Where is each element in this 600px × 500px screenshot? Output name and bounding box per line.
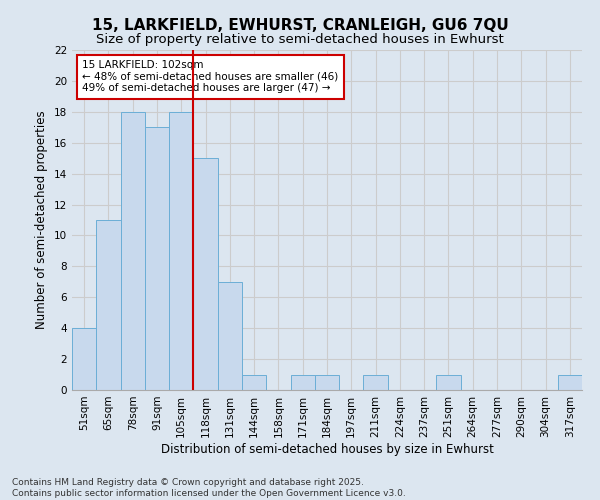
Bar bbox=[558, 374, 582, 390]
Text: 15, LARKFIELD, EWHURST, CRANLEIGH, GU6 7QU: 15, LARKFIELD, EWHURST, CRANLEIGH, GU6 7… bbox=[92, 18, 508, 32]
Bar bbox=[121, 112, 145, 390]
Bar bbox=[193, 158, 218, 390]
Bar bbox=[364, 374, 388, 390]
Y-axis label: Number of semi-detached properties: Number of semi-detached properties bbox=[35, 110, 49, 330]
Bar bbox=[218, 282, 242, 390]
Bar bbox=[96, 220, 121, 390]
Text: Contains HM Land Registry data © Crown copyright and database right 2025.
Contai: Contains HM Land Registry data © Crown c… bbox=[12, 478, 406, 498]
Bar bbox=[242, 374, 266, 390]
X-axis label: Distribution of semi-detached houses by size in Ewhurst: Distribution of semi-detached houses by … bbox=[161, 442, 493, 456]
Bar bbox=[72, 328, 96, 390]
Bar bbox=[290, 374, 315, 390]
Bar bbox=[145, 128, 169, 390]
Bar bbox=[315, 374, 339, 390]
Bar bbox=[169, 112, 193, 390]
Bar bbox=[436, 374, 461, 390]
Text: Size of property relative to semi-detached houses in Ewhurst: Size of property relative to semi-detach… bbox=[96, 32, 504, 46]
Text: 15 LARKFIELD: 102sqm
← 48% of semi-detached houses are smaller (46)
49% of semi-: 15 LARKFIELD: 102sqm ← 48% of semi-detac… bbox=[82, 60, 338, 94]
